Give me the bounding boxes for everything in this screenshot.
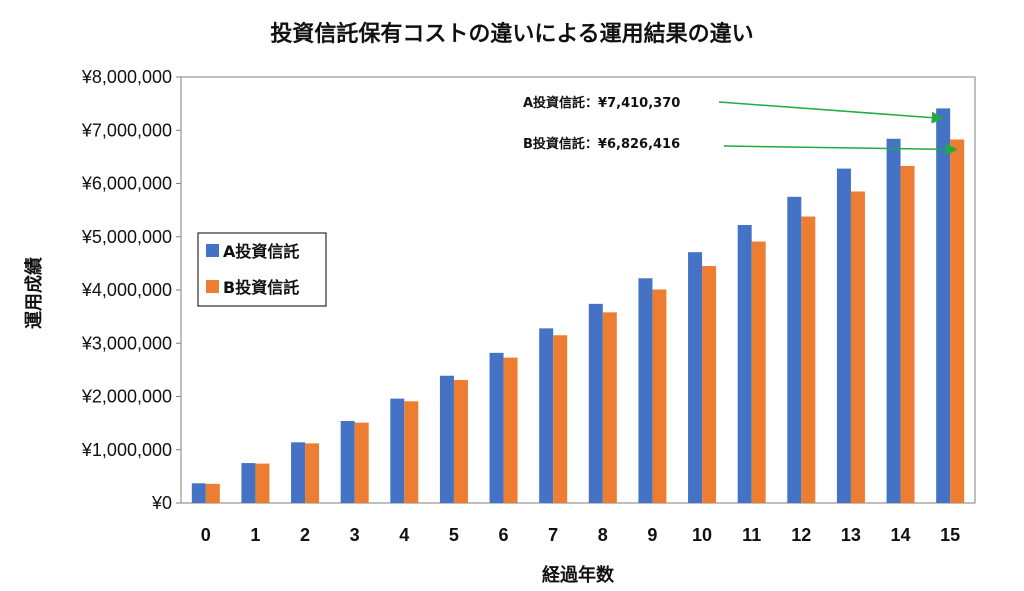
bar-series-b xyxy=(652,289,667,503)
bar-series-a xyxy=(588,303,603,503)
x-ticks: 0 1 2 3 4 5 6 7 8 9 10 11 12 13 14 15 xyxy=(201,525,960,545)
x-tick-label: 0 xyxy=(201,525,211,545)
bar-series-a xyxy=(836,168,851,503)
bar-series-a xyxy=(489,352,504,503)
bar-series-b xyxy=(950,139,965,503)
bar-series-a xyxy=(688,252,703,503)
y-tick-label: ¥7,000,000 xyxy=(81,120,172,140)
legend-frame xyxy=(197,232,327,307)
bar-series-a xyxy=(291,442,306,503)
bar-series-a xyxy=(241,463,256,503)
x-tick-label: 10 xyxy=(692,525,712,545)
x-tick-label: 1 xyxy=(250,525,260,545)
annotation-b-text: B投資信託：¥6,826,416 xyxy=(523,136,680,152)
bar-series-b xyxy=(850,191,865,504)
y-tick-label: ¥6,000,000 xyxy=(81,174,172,194)
x-axis-label: 経過年数 xyxy=(542,564,615,586)
bar-series-a xyxy=(737,225,752,503)
x-tick-label: 13 xyxy=(841,525,861,545)
y-axis-label: 運用成績 xyxy=(23,257,45,329)
bar-series-b xyxy=(453,379,468,503)
y-tick-label: ¥0 xyxy=(151,493,172,513)
annotation-b-arrow xyxy=(723,143,958,156)
legend-swatch-b xyxy=(206,280,219,293)
bar-series-b xyxy=(801,216,816,503)
x-tick-label: 8 xyxy=(598,525,608,545)
bar-series-b xyxy=(553,335,568,503)
bar-series-b xyxy=(205,483,220,503)
x-tick-label: 2 xyxy=(300,525,310,545)
bar-series-a xyxy=(390,398,405,503)
x-tick-label: 9 xyxy=(647,525,657,545)
bar-series-b xyxy=(255,463,270,503)
legend-label-b: B投資信託 xyxy=(223,278,299,297)
annotation-a: A投資信託：¥7,410,370 xyxy=(523,95,944,124)
x-tick-label: 3 xyxy=(350,525,360,545)
legend-label-a: A投資信託 xyxy=(223,242,299,261)
y-tick-label: ¥3,000,000 xyxy=(81,333,172,353)
bar-series-a xyxy=(787,196,802,503)
y-tick-label: ¥1,000,000 xyxy=(81,440,172,460)
x-tick-label: 7 xyxy=(548,525,558,545)
y-tick-label: ¥2,000,000 xyxy=(81,387,172,407)
annotation-a-text: A投資信託：¥7,410,370 xyxy=(523,95,680,111)
y-tick-label: ¥5,000,000 xyxy=(81,227,172,247)
y-tick-label: ¥4,000,000 xyxy=(81,280,172,300)
bar-series-a xyxy=(638,278,653,503)
x-tick-label: 12 xyxy=(791,525,811,545)
legend: A投資信託 B投資信託 xyxy=(197,232,327,307)
bar-series-b xyxy=(900,165,915,504)
bar-series-a xyxy=(439,375,454,503)
bar-series-b xyxy=(503,357,518,503)
x-tick-label: 5 xyxy=(449,525,459,545)
chart-title: 投資信託保有コストの違いによる運用結果の違い xyxy=(270,21,753,47)
x-tick-label: 6 xyxy=(499,525,509,545)
bar-series-a xyxy=(886,138,901,503)
bar-series-b xyxy=(702,266,717,503)
y-tick-label: ¥8,000,000 xyxy=(81,67,172,87)
bar-series-b xyxy=(354,422,369,503)
bar-series-b xyxy=(305,443,320,503)
x-tick-label: 11 xyxy=(742,525,761,545)
bar-series-a xyxy=(191,483,206,503)
annotation-b: B投資信託：¥6,826,416 xyxy=(523,136,958,156)
y-ticks: ¥0 ¥1,000,000 ¥2,000,000 ¥3,000,000 ¥4,000,0… xyxy=(81,67,181,513)
bar-series-b xyxy=(602,312,617,503)
x-tick-label: 14 xyxy=(891,525,911,545)
bar-series-b xyxy=(751,241,766,504)
legend-swatch-a xyxy=(206,244,219,257)
bar-series-a xyxy=(539,328,554,503)
bar-series-a xyxy=(936,108,951,503)
bar-series-a xyxy=(340,420,355,503)
bar-series-b xyxy=(404,401,419,503)
annotation-a-arrow xyxy=(718,101,944,124)
x-tick-label: 4 xyxy=(399,525,409,545)
bars xyxy=(191,108,965,504)
x-tick-label: 15 xyxy=(940,525,960,545)
